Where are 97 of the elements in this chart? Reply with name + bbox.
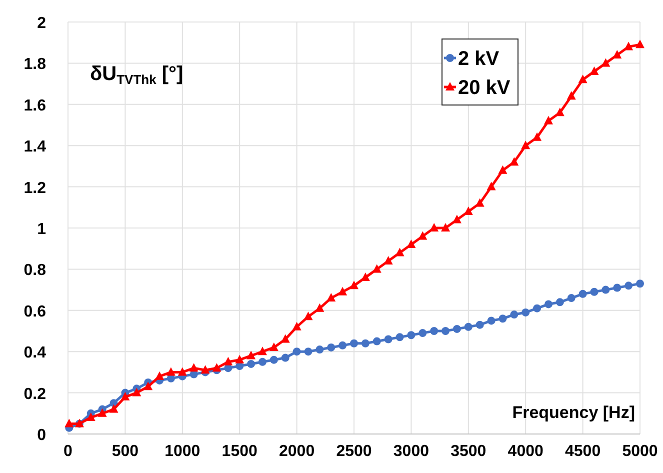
x-tick-label: 3000	[393, 443, 430, 460]
point	[292, 322, 302, 330]
point	[430, 327, 438, 335]
point	[109, 404, 118, 413]
point	[544, 300, 552, 308]
point	[442, 327, 450, 335]
point	[338, 341, 347, 350]
point	[452, 324, 461, 333]
point	[464, 322, 472, 331]
point	[613, 284, 622, 292]
point	[316, 346, 324, 354]
point	[430, 223, 439, 232]
point	[396, 333, 404, 342]
point	[441, 223, 450, 232]
x-tick-label: 2500	[336, 443, 372, 460]
legend-label: 20 kV	[458, 77, 511, 99]
x-tick-label: 1500	[222, 443, 258, 460]
legend-label: 2 kV	[458, 48, 500, 70]
point	[372, 337, 381, 346]
x-tick-label: 0	[64, 443, 73, 460]
point	[247, 360, 256, 368]
point	[498, 314, 507, 323]
point	[304, 312, 313, 320]
point	[144, 382, 153, 390]
point	[510, 310, 518, 319]
point	[178, 367, 187, 376]
y-axis-title: δU$_{TVThk}$ [°]	[90, 63, 184, 87]
point	[624, 42, 634, 50]
point	[636, 280, 644, 288]
point	[304, 348, 312, 356]
point	[132, 388, 142, 396]
point	[361, 339, 370, 348]
x-tick-label: 1000	[164, 443, 200, 460]
point	[120, 392, 130, 400]
point	[281, 354, 290, 362]
y-tick-label: 1.2	[24, 180, 46, 197]
x-tick-label: 3500	[450, 443, 486, 460]
y-tick-label: 2	[37, 15, 46, 32]
point	[567, 294, 576, 302]
point	[246, 350, 256, 360]
point	[487, 316, 496, 325]
point	[327, 343, 336, 352]
y-tick-label: 1	[37, 221, 46, 238]
point	[590, 288, 598, 296]
x-tick-label: 5000	[622, 443, 658, 460]
point	[418, 329, 427, 338]
point	[86, 412, 96, 422]
point	[270, 356, 278, 364]
point	[166, 367, 176, 376]
point	[578, 290, 587, 298]
x-axis-title: Frequency [Hz]	[512, 403, 635, 422]
point	[350, 280, 358, 290]
point	[338, 286, 348, 296]
point	[64, 418, 74, 428]
point	[212, 363, 222, 372]
point	[98, 408, 107, 417]
point	[510, 157, 519, 166]
point	[407, 331, 416, 340]
y-tick-label: 1.8	[24, 56, 46, 74]
x-tick-label: 4000	[508, 443, 544, 460]
point	[235, 354, 244, 364]
point	[200, 365, 210, 374]
point	[258, 358, 266, 366]
point	[326, 293, 336, 302]
point	[189, 363, 198, 372]
point	[522, 308, 530, 316]
point	[544, 116, 553, 124]
point	[350, 339, 358, 348]
point	[636, 40, 644, 48]
point	[418, 231, 428, 240]
point	[556, 298, 564, 306]
y-tick-label: 1.4	[24, 138, 46, 156]
point	[498, 165, 508, 174]
point	[155, 371, 164, 380]
y-tick-label: 0.2	[24, 386, 46, 403]
y-tick-label: 0.6	[24, 303, 46, 320]
y-tick-label: 1.6	[24, 97, 46, 114]
x-tick-label: 500	[112, 443, 139, 460]
x-tick-label: 2000	[279, 443, 315, 460]
point	[269, 342, 278, 351]
y-tick-label: 0	[37, 427, 46, 444]
point	[578, 74, 588, 84]
point	[384, 335, 392, 344]
point	[566, 91, 576, 100]
y-tick-label: 0.4	[24, 344, 46, 362]
point	[486, 182, 496, 190]
point	[292, 348, 301, 356]
point	[533, 304, 542, 312]
point	[224, 356, 233, 366]
point	[258, 346, 267, 356]
point	[532, 132, 542, 141]
point	[476, 320, 484, 329]
x-tick-label: 4500	[565, 443, 601, 460]
point	[624, 282, 633, 290]
point	[602, 286, 610, 294]
y-tick-label: 0.8	[24, 262, 46, 280]
point	[521, 140, 530, 150]
